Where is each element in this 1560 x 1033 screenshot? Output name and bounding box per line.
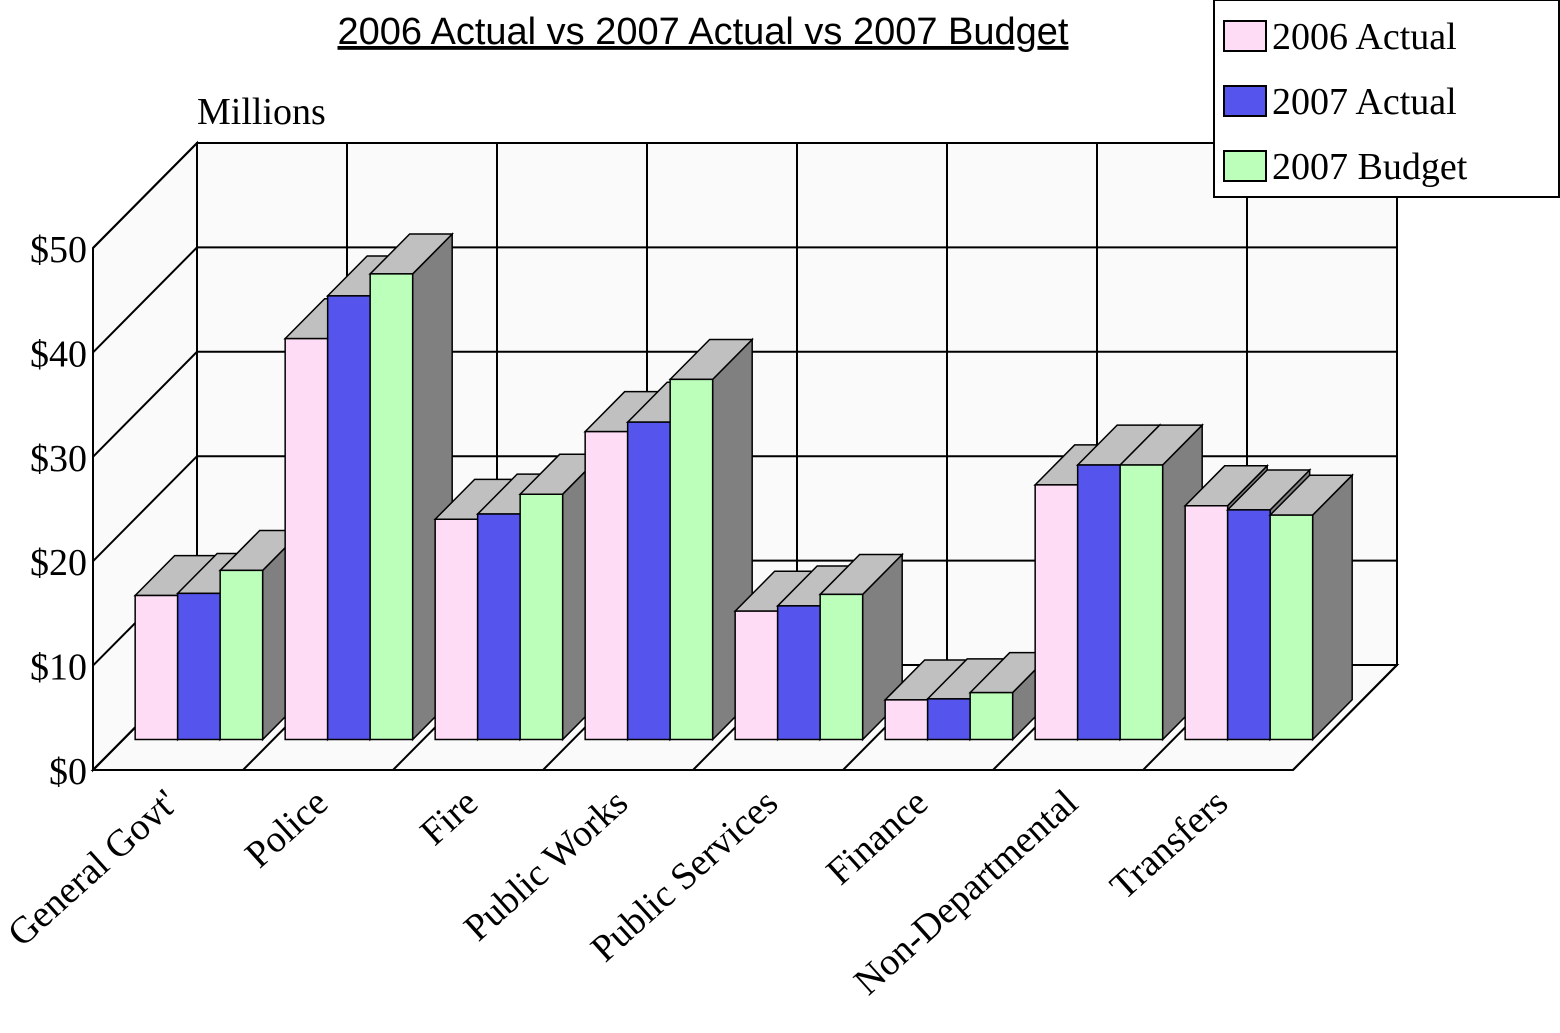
chart-title: 2006 Actual vs 2007 Actual vs 2007 Budge…	[338, 11, 1069, 53]
x-tick-label: Police	[237, 781, 336, 876]
bar-front	[734, 610, 779, 741]
bar-front	[669, 378, 714, 741]
category-divider	[1292, 664, 1398, 771]
bar-front	[1269, 514, 1314, 741]
bar-front	[626, 421, 671, 741]
x-tick-label: Finance	[819, 781, 937, 893]
bar-front	[176, 592, 221, 741]
legend-label: 2007 Budget	[1272, 146, 1468, 188]
bar-front	[476, 513, 521, 741]
x-tick-label: General Govt'	[0, 781, 186, 954]
y-axis-label: Millions	[197, 91, 326, 133]
bar-front	[1034, 484, 1079, 741]
bar-front	[1076, 464, 1121, 741]
bar-front	[1119, 464, 1164, 741]
y-tick-label: $10	[30, 647, 87, 689]
bar-front	[219, 569, 264, 741]
y-tick-label: $30	[30, 438, 87, 480]
bar-front	[134, 594, 179, 741]
bar-front	[1184, 504, 1229, 741]
bar-front	[369, 273, 414, 741]
bar-front	[284, 337, 329, 741]
bar-front	[819, 593, 864, 741]
bar	[1268, 473, 1354, 742]
bar-front	[969, 691, 1014, 741]
bar-front	[326, 295, 371, 741]
bar-front	[519, 493, 564, 741]
bar-front	[926, 698, 971, 741]
y-tick-label: $0	[49, 751, 87, 793]
bar-side	[1311, 473, 1353, 742]
x-tick-label: Fire	[412, 781, 486, 853]
y-tick-label: $20	[30, 542, 87, 584]
legend-swatch	[1223, 20, 1267, 52]
bar-front	[884, 699, 929, 741]
bar	[668, 337, 754, 742]
y-tick-label: $40	[30, 333, 87, 375]
y-tick-label: $50	[30, 229, 87, 271]
legend-swatch	[1223, 85, 1267, 117]
bar-front	[776, 605, 821, 741]
legend-swatch	[1223, 150, 1267, 182]
bar-front	[584, 430, 629, 741]
legend-label: 2006 Actual	[1272, 16, 1457, 58]
legend-label: 2007 Actual	[1272, 81, 1457, 123]
bar-front	[1226, 509, 1271, 741]
legend-box	[1213, 0, 1560, 198]
x-tick-label: Transfers	[1102, 781, 1236, 907]
bar-front	[434, 518, 479, 741]
